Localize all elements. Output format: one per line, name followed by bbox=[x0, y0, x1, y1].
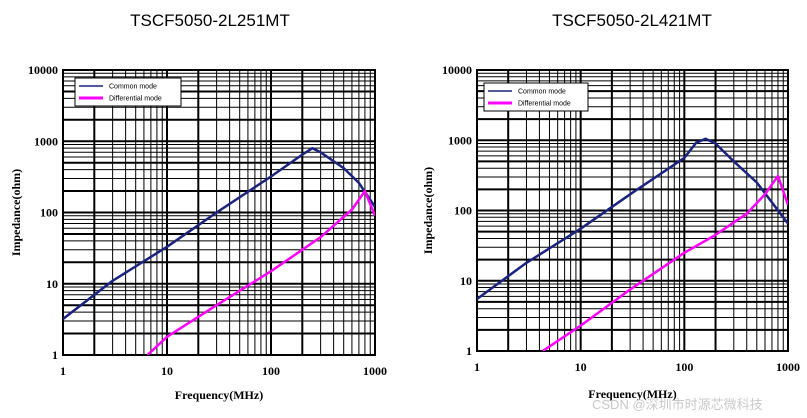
y-tick-label: 10 bbox=[460, 274, 472, 288]
y-axis-label: Impedance(ohm) bbox=[421, 167, 435, 254]
plot-frame bbox=[476, 69, 789, 352]
y-tick-label: 100 bbox=[40, 206, 58, 220]
x-tick-label: 1 bbox=[474, 360, 480, 374]
x-tick-label: 10 bbox=[161, 364, 173, 378]
x-tick-label: 1000 bbox=[776, 360, 800, 374]
x-axis-label: Frequency(MHz) bbox=[175, 388, 263, 402]
grid bbox=[63, 70, 375, 355]
series-line-differential-mode bbox=[542, 174, 788, 351]
x-tick-label: 100 bbox=[262, 364, 280, 378]
y-tick-label: 10000 bbox=[442, 63, 472, 77]
y-tick-label: 1000 bbox=[34, 134, 58, 148]
chart-title: TSCF5050-2L421MT bbox=[552, 11, 712, 30]
x-tick-label: 10 bbox=[575, 360, 587, 374]
chart-left: TSCF5050-2L251MT 1 10 100 1000 1 10 100 1000 1000… bbox=[9, 11, 387, 402]
legend: Common mode Differential mode bbox=[74, 77, 182, 107]
grid bbox=[477, 70, 788, 351]
chart-right: TSCF5050-2L421MT 1 10 100 1000 1 10 100 1000 1000… bbox=[421, 11, 800, 401]
y-tick-label: 1000 bbox=[448, 133, 472, 147]
y-tick-label: 100 bbox=[454, 204, 472, 218]
y-tick-label: 1 bbox=[466, 344, 472, 358]
x-tick-label: 1 bbox=[60, 364, 66, 378]
legend-label: Common mode bbox=[518, 89, 566, 96]
watermark-text: CSDN @深圳市时源芯微科技 bbox=[592, 397, 763, 412]
series-line-common-mode bbox=[477, 137, 788, 301]
legend-label: Differential mode bbox=[518, 101, 571, 108]
x-tick-label: 1000 bbox=[363, 364, 387, 378]
x-tick-label: 100 bbox=[675, 360, 693, 374]
series-line-differential-mode bbox=[146, 189, 375, 355]
legend-label: Common mode bbox=[109, 84, 157, 91]
y-tick-label: 10000 bbox=[28, 63, 58, 77]
y-tick-label: 10 bbox=[46, 277, 58, 291]
y-tick-label: 1 bbox=[52, 348, 58, 362]
legend-box bbox=[74, 77, 182, 107]
x-axis-label: Frequency(MHz) bbox=[588, 387, 676, 401]
chart-title: TSCF5050-2L251MT bbox=[130, 11, 290, 30]
legend-box bbox=[483, 82, 589, 112]
series-line-common-mode bbox=[63, 146, 375, 320]
y-axis-label: Impedance(ohm) bbox=[9, 169, 23, 256]
legend: Common mode Differential mode bbox=[483, 82, 589, 112]
legend-label: Differential mode bbox=[109, 96, 162, 103]
